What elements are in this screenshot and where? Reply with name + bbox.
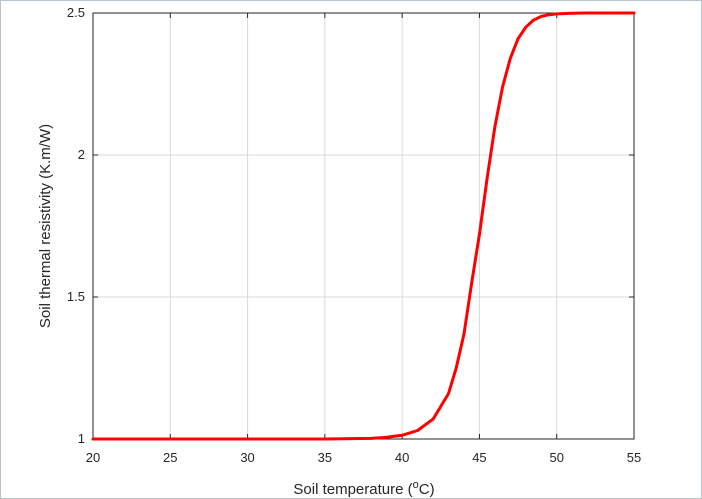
x-tick-label: 50: [549, 450, 563, 465]
y-axis-label: Soil thermal resistivity (K.m/W): [37, 124, 54, 328]
y-tick-label: 1: [78, 431, 85, 446]
x-axis-label: Soil temperature (oC): [293, 479, 434, 498]
y-tick-label: 2: [78, 147, 85, 162]
x-tick-label: 30: [240, 450, 254, 465]
x-tick-label: 35: [318, 450, 332, 465]
y-tick-label: 2.5: [67, 5, 85, 20]
series-layer: [91, 11, 636, 441]
x-axis-label-main: Soil temperature (: [293, 481, 412, 498]
x-axis-label-unit: C): [419, 481, 435, 498]
x-tick-label: 45: [472, 450, 486, 465]
plot-area: [92, 12, 635, 440]
x-tick-label: 55: [627, 450, 641, 465]
grid-layer: [92, 12, 635, 440]
x-axis-label-superscript: o: [413, 479, 419, 491]
x-tick-label: 25: [163, 450, 177, 465]
series-line: [91, 11, 636, 441]
x-tick-label: 40: [395, 450, 409, 465]
y-tick-label: 1.5: [67, 289, 85, 304]
label-layer: 20 25 30 35 40 45 50 55 1 1.5 2 2.5: [67, 5, 641, 465]
tick-layer: [92, 12, 635, 440]
x-tick-label: 20: [86, 450, 100, 465]
